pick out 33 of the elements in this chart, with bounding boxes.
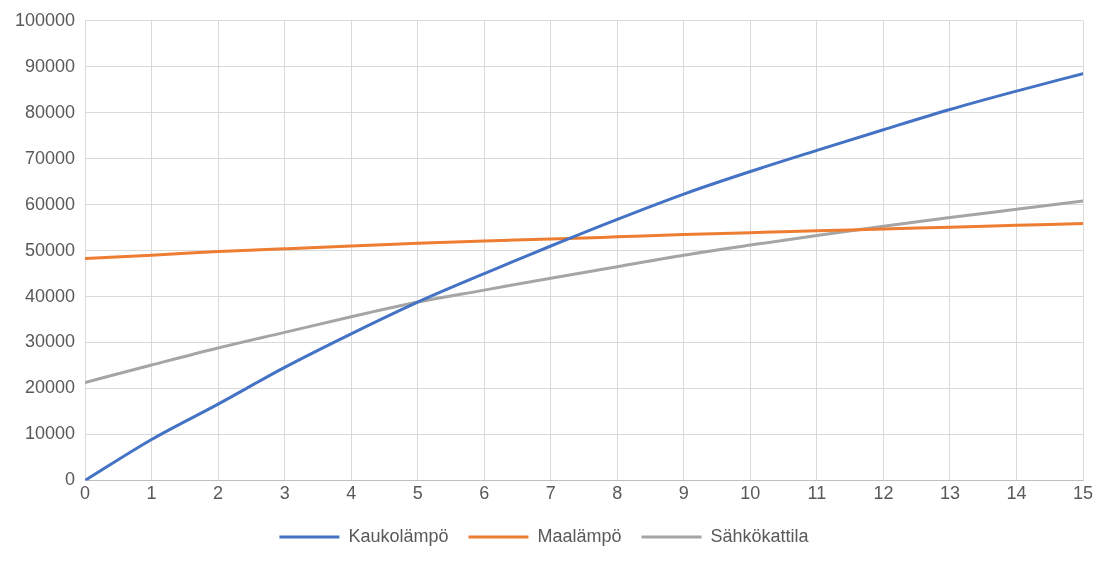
y-tick-label: 100000 <box>14 9 76 30</box>
x-tick-label: 11 <box>807 483 827 504</box>
x-tick-label: 5 <box>412 483 423 504</box>
y-tick-label: 50000 <box>25 239 76 260</box>
x-tick-label: 8 <box>612 483 623 504</box>
line-series <box>85 199 1083 385</box>
y-tick-label: 70000 <box>25 147 76 168</box>
y-tick-label: 0 <box>65 469 76 490</box>
x-tick-label: 1 <box>146 483 157 504</box>
legend-label: Maalämpö <box>537 525 622 546</box>
y-tick-label: 60000 <box>25 193 76 214</box>
legend-label: Sähkökattila <box>710 525 810 546</box>
x-tick-label: 6 <box>479 483 490 504</box>
x-tick-label: 4 <box>346 483 357 504</box>
legend-label: Kaukolämpö <box>348 525 449 546</box>
x-tick-label: 15 <box>1072 483 1094 504</box>
line-series <box>85 72 1083 481</box>
x-tick-label: 14 <box>1006 483 1027 504</box>
x-tick-label: 10 <box>740 483 761 504</box>
x-tick-label: 3 <box>279 483 290 504</box>
x-tick-label: 0 <box>80 483 91 504</box>
x-tick-label: 12 <box>873 483 894 504</box>
y-tick-label: 40000 <box>25 285 76 306</box>
line-series <box>85 221 1083 260</box>
x-tick-label: 13 <box>939 483 960 504</box>
y-tick-label: 20000 <box>25 377 76 398</box>
y-tick-label: 90000 <box>25 55 76 76</box>
y-tick-label: 30000 <box>25 331 76 352</box>
y-tick-label: 80000 <box>25 101 76 122</box>
x-tick-label: 9 <box>678 483 689 504</box>
x-tick-label: 2 <box>213 483 224 504</box>
x-tick-label: 7 <box>545 483 556 504</box>
y-tick-label: 10000 <box>25 423 76 444</box>
